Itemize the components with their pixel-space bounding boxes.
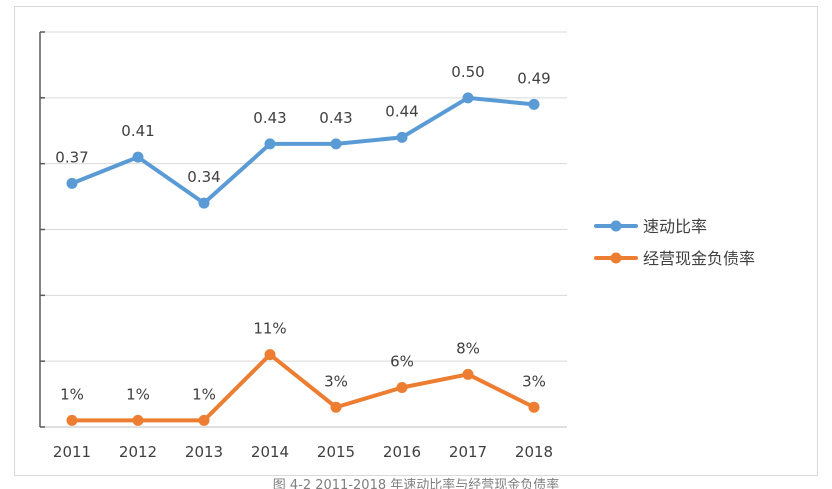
data-point bbox=[528, 401, 540, 413]
data-label: 3% bbox=[324, 372, 348, 390]
data-point bbox=[462, 368, 474, 380]
x-tick-label: 2018 bbox=[515, 443, 553, 461]
data-label: 0.41 bbox=[121, 122, 154, 140]
data-point bbox=[462, 92, 474, 104]
data-point bbox=[396, 131, 408, 143]
data-point bbox=[132, 414, 144, 426]
x-tick-label: 2013 bbox=[185, 443, 223, 461]
data-label: 1% bbox=[60, 385, 84, 403]
data-point bbox=[198, 414, 210, 426]
data-label: 0.37 bbox=[55, 148, 88, 166]
data-point bbox=[66, 177, 78, 189]
data-label: 1% bbox=[126, 385, 150, 403]
data-point bbox=[198, 197, 210, 209]
data-point bbox=[66, 414, 78, 426]
legend-label: 速动比率 bbox=[643, 217, 707, 236]
x-tick-label: 2017 bbox=[449, 443, 487, 461]
figure-caption: 图 4-2 2011-2018 年速动比率与经营现金负债率 bbox=[272, 478, 560, 489]
data-point bbox=[264, 138, 276, 150]
data-label: 0.34 bbox=[187, 168, 220, 186]
x-tick-label: 2012 bbox=[119, 443, 157, 461]
x-tick-label: 2016 bbox=[383, 443, 421, 461]
data-point bbox=[396, 382, 408, 393]
data-label: 6% bbox=[390, 353, 414, 371]
data-point bbox=[264, 349, 276, 361]
data-label: 11% bbox=[253, 320, 286, 338]
data-label: 0.50 bbox=[451, 63, 484, 81]
data-point bbox=[330, 138, 342, 150]
data-labels: 0.37 0.41 0.34 0.43 0.43 0.44 0.50 0.49 1% 1% 1% 11… bbox=[55, 63, 550, 404]
legend-label: 经营现金负债率 bbox=[643, 249, 755, 268]
x-tick-label: 2014 bbox=[251, 443, 289, 461]
x-tick-label: 2011 bbox=[53, 443, 91, 461]
legend-marker bbox=[610, 220, 622, 232]
series-line bbox=[70, 95, 536, 206]
data-point bbox=[132, 151, 144, 163]
data-point bbox=[330, 401, 342, 413]
data-label: 0.43 bbox=[253, 109, 286, 127]
x-tick-labels: 2011 2012 2013 2014 2015 2016 2017 2018 bbox=[53, 443, 553, 461]
chart-frame bbox=[14, 6, 818, 476]
data-point bbox=[528, 98, 540, 110]
data-points bbox=[66, 92, 540, 426]
data-label: 1% bbox=[192, 385, 216, 403]
data-label: 0.43 bbox=[319, 109, 352, 127]
axes bbox=[39, 31, 567, 428]
data-label: 0.44 bbox=[385, 102, 418, 120]
series-lines bbox=[70, 95, 536, 423]
data-label: 8% bbox=[456, 339, 480, 357]
x-tick-label: 2015 bbox=[317, 443, 355, 461]
data-label: 0.49 bbox=[517, 69, 550, 87]
gridlines bbox=[40, 31, 567, 362]
series-line bbox=[70, 352, 536, 423]
legend-marker bbox=[610, 252, 622, 264]
data-label: 3% bbox=[522, 372, 546, 390]
